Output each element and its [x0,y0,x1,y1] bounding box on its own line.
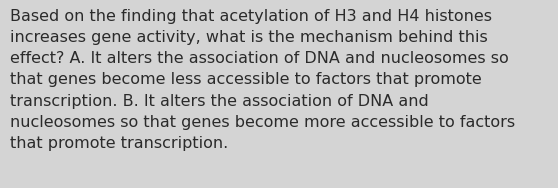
Text: Based on the finding that acetylation of H3 and H4 histones
increases gene activ: Based on the finding that acetylation of… [10,9,515,151]
